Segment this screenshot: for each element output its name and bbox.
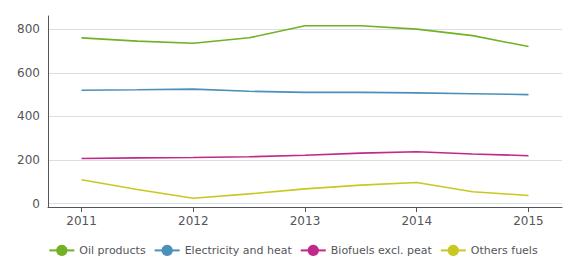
- svg-text:2013: 2013: [290, 214, 321, 228]
- svg-text:0: 0: [32, 197, 40, 211]
- svg-text:2011: 2011: [66, 214, 97, 228]
- svg-text:Biofuels excl. peat: Biofuels excl. peat: [331, 244, 433, 257]
- svg-text:400: 400: [17, 109, 40, 123]
- svg-text:Oil products: Oil products: [79, 244, 146, 257]
- svg-text:600: 600: [17, 66, 40, 80]
- svg-text:200: 200: [17, 153, 40, 167]
- svg-text:800: 800: [17, 22, 40, 36]
- svg-text:2015: 2015: [513, 214, 544, 228]
- svg-text:Others fuels: Others fuels: [471, 244, 538, 257]
- svg-text:Electricity and heat: Electricity and heat: [185, 244, 293, 257]
- svg-text:2012: 2012: [178, 214, 209, 228]
- svg-text:2014: 2014: [401, 214, 432, 228]
